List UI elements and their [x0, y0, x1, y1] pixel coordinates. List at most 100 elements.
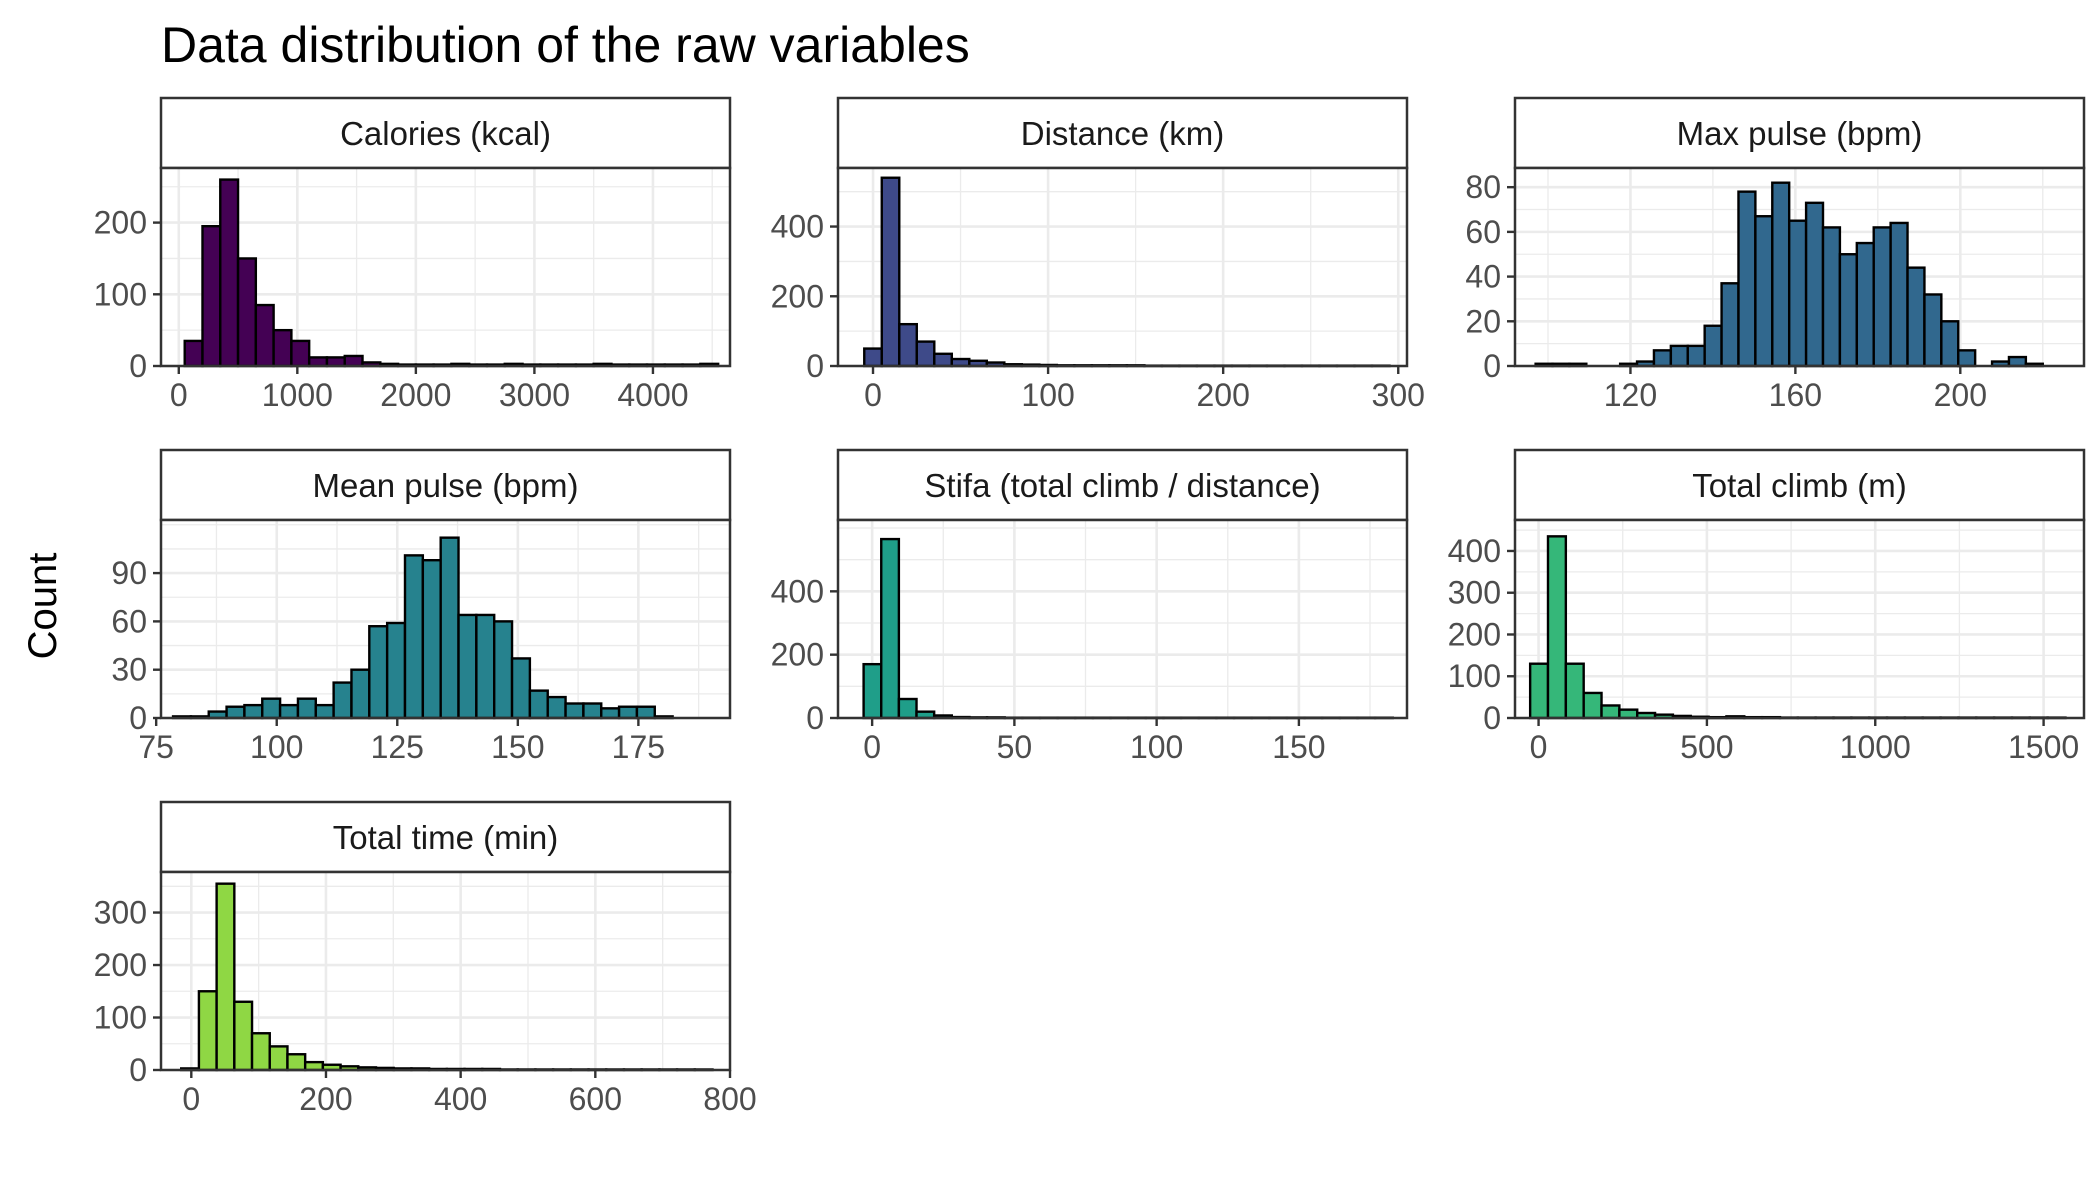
histogram-bars: [171, 536, 674, 720]
panel-mean-pulse-bpm: Mean pulse (bpm) 75 100 125 150 175 0 30 60 90: [111, 448, 732, 765]
panel-border: [836, 166, 1409, 368]
histogram-bar: [880, 176, 901, 368]
histogram-bar: [1957, 349, 1977, 368]
histogram-bar: [510, 657, 532, 720]
histogram-bar: [1821, 226, 1842, 368]
histogram-bar: [1564, 662, 1585, 720]
x-tick-label: 0: [863, 729, 881, 765]
histogram-bar: [600, 707, 621, 720]
x-tick-label: 200: [1196, 377, 1249, 413]
y-tick-label: 200: [771, 637, 824, 673]
y-tick-label: 300: [94, 895, 147, 931]
histogram-bar: [1940, 320, 1960, 368]
y-tick-label: 200: [94, 205, 147, 241]
histogram-bar: [546, 695, 567, 720]
x-tick-label: 3000: [499, 377, 570, 413]
x-tick-label: 100: [1130, 729, 1183, 765]
histogram-bar: [215, 882, 236, 1072]
plot-background: [838, 520, 1407, 718]
histogram-bar: [863, 347, 883, 368]
y-tick-label: 0: [129, 1052, 147, 1088]
panel-distance-km: Distance (km) 0 100 200 300 0 200 400: [771, 96, 1425, 413]
histogram-bar: [880, 537, 901, 720]
panel-strip: [836, 96, 1409, 170]
x-tick-label: 200: [299, 1081, 352, 1117]
panel-max-pulse-bpm: Max pulse (bpm) 120 160 200 0 20 40 60 80: [1465, 96, 2086, 413]
histogram-bar: [1872, 226, 1892, 368]
x-tick-label: 300: [1372, 377, 1425, 413]
histogram-bar: [635, 705, 656, 720]
histogram-bar: [1686, 344, 1706, 368]
histogram-bar: [1787, 219, 1808, 368]
histogram-bar: [1855, 241, 1875, 368]
x-tick-label: 75: [138, 729, 174, 765]
histogram-bar: [197, 990, 218, 1072]
plot-background: [1515, 520, 2084, 718]
histogram-bar: [528, 689, 549, 720]
panel-title: Total climb (m): [1692, 467, 1907, 504]
histogram-bar: [343, 354, 364, 368]
x-tick-label: 600: [569, 1081, 622, 1117]
histogram-bar: [1720, 282, 1740, 368]
histogram-bar: [1804, 201, 1825, 368]
histogram-bar: [1838, 253, 1859, 368]
histogram-bar: [439, 536, 460, 720]
panel-title: Distance (km): [1021, 115, 1225, 152]
y-tick-label: 200: [1448, 616, 1501, 652]
panel-strip: [1513, 96, 2086, 170]
y-tick-label: 400: [771, 573, 824, 609]
histogram-bar: [475, 613, 496, 720]
panel-border: [159, 166, 732, 368]
x-tick-label: 400: [434, 1081, 487, 1117]
histogram-bar: [421, 559, 442, 720]
histogram-bar: [290, 339, 311, 368]
histogram-bar: [368, 625, 389, 720]
x-tick-label: 150: [1272, 729, 1325, 765]
y-tick-label: 0: [806, 700, 824, 736]
y-tick-label: 300: [1448, 575, 1501, 611]
y-tick-label: 20: [1465, 303, 1501, 339]
x-tick-label: 4000: [617, 377, 688, 413]
y-tick-label: 80: [1465, 169, 1501, 205]
panel-strip: [836, 448, 1409, 522]
histogram-bar: [314, 703, 335, 720]
y-tick-label: 60: [1465, 214, 1501, 250]
histogram-bar: [350, 668, 371, 720]
histogram-bar: [296, 697, 317, 720]
histogram-bar: [183, 339, 204, 368]
x-tick-label: 1500: [2008, 729, 2079, 765]
panel-strip: [159, 800, 732, 874]
facet-panels: Calories (kcal)0 1000 2000 3000 40000100200D…: [94, 96, 2086, 1117]
y-tick-label: 0: [1483, 348, 1501, 384]
x-tick-label: 120: [1604, 377, 1657, 413]
panel-strip: [159, 448, 732, 522]
histogram-bar: [582, 702, 603, 720]
x-tick-label: 100: [250, 729, 303, 765]
histogram-bar: [564, 702, 585, 720]
y-tick-label: 100: [94, 276, 147, 312]
y-tick-label: 100: [94, 1000, 147, 1036]
histogram-bar: [898, 322, 918, 368]
histogram-bar: [233, 1000, 254, 1072]
y-tick-label: 0: [129, 348, 147, 384]
panel-title: Stifa (total climb / distance): [924, 467, 1320, 504]
panel-title: Total time (min): [333, 819, 559, 856]
panel-border: [1513, 166, 2086, 368]
histogram-bar: [1771, 181, 1791, 368]
x-tick-label: 125: [371, 729, 424, 765]
histogram-bar: [403, 554, 425, 720]
histogram-bar: [254, 303, 275, 368]
histogram-bar: [1546, 535, 1568, 720]
histogram-bar: [617, 705, 639, 720]
histogram-bar: [332, 681, 353, 720]
x-tick-label: 50: [997, 729, 1033, 765]
histogram-bar: [1754, 215, 1774, 368]
histogram-bar: [457, 613, 478, 720]
y-tick-label: 40: [1465, 259, 1501, 295]
y-tick-label: 0: [806, 348, 824, 384]
histogram-bar: [1652, 349, 1673, 368]
x-tick-label: 200: [1934, 377, 1987, 413]
panel-strip: [159, 96, 732, 170]
y-tick-label: 100: [1448, 658, 1501, 694]
